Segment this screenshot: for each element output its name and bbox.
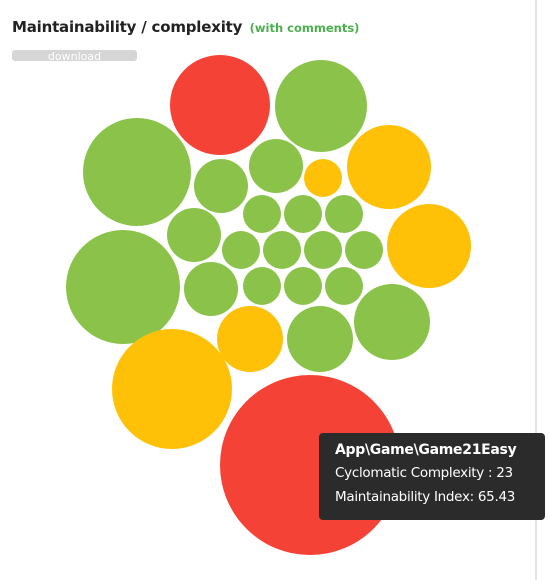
bubble-green-10[interactable] [184,262,238,316]
tooltip-cyclomatic-value: 23 [496,465,513,481]
bubble-green-6[interactable] [194,159,248,213]
bubble-yellow-9[interactable] [347,125,431,209]
tooltip-cyclomatic-label: Cyclomatic Complexity : [335,465,497,481]
bubble-green-19[interactable] [167,208,221,262]
bubble-green-3[interactable] [66,230,180,344]
bubble-green-2[interactable] [275,60,367,152]
tooltip-cyclomatic-row: Cyclomatic Complexity : 23 [335,466,545,481]
bubble-green-4[interactable] [83,118,191,226]
panel-divider [535,0,537,580]
bubble-green-13[interactable] [325,195,363,233]
bubble-yellow-23[interactable] [217,306,283,372]
bubble-green-11[interactable] [243,195,281,233]
bubble-yellow-14[interactable] [387,204,471,288]
bubble-green-21[interactable] [284,267,322,305]
chart-header: Maintainability / complexity (with comme… [12,18,359,37]
bubble-green-17[interactable] [304,231,342,269]
tooltip-maintainability-value: 65.43 [477,489,516,505]
bubble-green-16[interactable] [263,231,301,269]
chart-subtitle: (with comments) [249,21,360,35]
bubble-green-7[interactable] [249,139,303,193]
bubble-green-25[interactable] [287,306,353,372]
chart-title: Maintainability / complexity [12,18,243,36]
bubble-green-12[interactable] [284,195,322,233]
tooltip-maintainability-row: Maintainability Index: 65.43 [335,490,545,505]
bubble-red-1[interactable] [170,55,270,155]
bubble-tooltip: App\Game\Game21Easy Cyclomatic Complexit… [319,433,545,520]
tooltip-class-name: App\Game\Game21Easy [335,442,517,458]
bubble-green-24[interactable] [354,284,430,360]
download-button[interactable]: download [12,50,137,61]
bubble-yellow-8[interactable] [304,159,342,197]
bubble-green-20[interactable] [243,267,281,305]
bubble-green-22[interactable] [325,267,363,305]
bubble-yellow-26[interactable] [112,329,232,449]
bubble-green-18[interactable] [345,231,383,269]
bubble-green-15[interactable] [222,231,260,269]
tooltip-maintainability-label: Maintainability Index: [335,489,478,505]
